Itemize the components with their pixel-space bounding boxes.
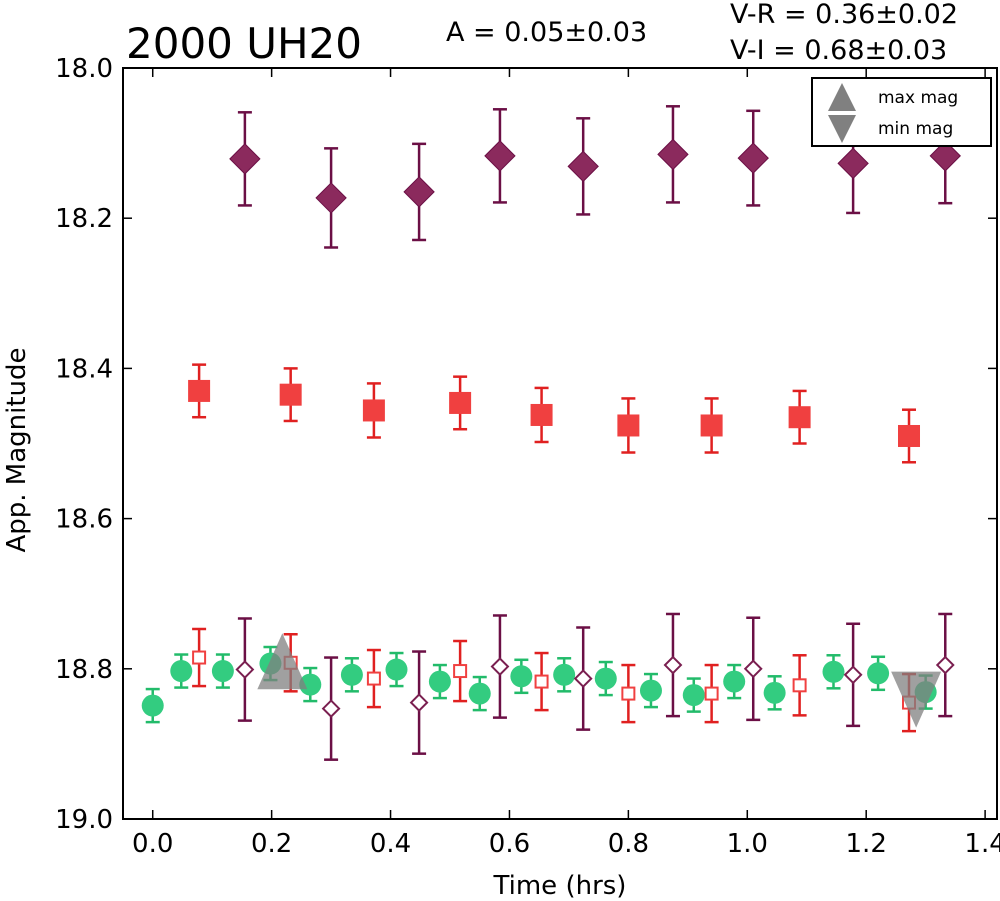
data-point: [682, 684, 705, 707]
data-point: [837, 147, 869, 180]
y-tick-label: 18.6: [55, 505, 113, 535]
data-point: [428, 670, 451, 693]
data-point: [792, 678, 807, 693]
data-point: [867, 662, 890, 685]
chart-marks: [141, 105, 961, 761]
data-point: [621, 686, 636, 701]
y-tick-label: 18.4: [55, 354, 113, 384]
x-tick-label: 1.4: [964, 829, 1000, 859]
data-point: [449, 391, 472, 414]
legend-min-mag-label: min mag: [878, 119, 953, 139]
y-tick-label: 19.0: [55, 805, 113, 835]
min-mag-marker: [891, 671, 942, 728]
legend-max-mag-label: max mag: [878, 88, 958, 108]
legend: max mag min mag: [811, 77, 992, 147]
amplitude-annotation: A = 0.05±0.03: [446, 17, 647, 48]
x-tick-label: 0.2: [251, 829, 292, 859]
data-point: [211, 660, 234, 683]
x-tick-label: 1.2: [846, 829, 887, 859]
v-i-color-annotation: V-I = 0.68±0.03: [730, 35, 947, 66]
data-point: [763, 681, 786, 704]
data-point: [453, 664, 468, 679]
data-point: [657, 138, 689, 171]
data-point: [315, 182, 347, 214]
x-tick-label: 0.6: [489, 829, 530, 859]
data-point: [700, 414, 723, 437]
data-point: [366, 671, 381, 686]
y-tick-label: 18.0: [55, 54, 113, 84]
data-point: [192, 650, 207, 665]
data-point: [573, 669, 593, 688]
x-tick-label: 1.0: [727, 829, 768, 859]
x-axis-label: Time (hrs): [493, 871, 627, 901]
data-point: [553, 663, 576, 686]
series-i-corrected: [235, 612, 955, 761]
data-point: [170, 660, 193, 683]
data-point: [235, 660, 255, 679]
data-point: [822, 660, 845, 683]
x-tick-label: 0.0: [132, 829, 173, 859]
data-point: [484, 140, 516, 172]
axis-ticks: 0.0 0.2 0.4 0.6 0.8 1.0 1.2 1.4 18.0 18.2 18.4 18.6…: [55, 54, 1000, 859]
series-v: [141, 645, 937, 724]
data-point: [510, 665, 533, 688]
legend-min-mag-marker: [828, 115, 856, 143]
data-point: [340, 663, 363, 686]
data-point: [929, 140, 961, 172]
data-point: [490, 657, 510, 676]
data-point: [530, 403, 553, 426]
x-tick-label: 0.4: [370, 829, 411, 859]
data-point: [188, 379, 211, 402]
data-point: [898, 424, 921, 447]
data-point: [743, 659, 763, 679]
data-point: [362, 399, 385, 422]
data-point: [843, 665, 863, 685]
data-point: [704, 686, 719, 701]
data-point: [141, 694, 164, 717]
data-point: [403, 176, 435, 208]
data-point: [594, 667, 617, 690]
y-tick-label: 18.2: [55, 204, 113, 234]
max-mag-marker: [257, 633, 308, 690]
data-point: [279, 383, 302, 406]
data-point: [639, 679, 662, 702]
data-point: [737, 142, 769, 174]
data-point: [468, 682, 491, 705]
data-point: [935, 655, 955, 675]
data-point: [229, 143, 261, 175]
plot-frame: [122, 67, 998, 820]
data-point: [299, 673, 322, 696]
data-point: [788, 406, 811, 429]
chart-title: 2000 UH20: [126, 19, 362, 68]
series-r: [188, 363, 921, 464]
y-tick-label: 18.8: [55, 655, 113, 685]
y-axis-label: App. Magnitude: [2, 347, 32, 552]
x-tick-label: 0.8: [608, 829, 649, 859]
data-point: [385, 658, 408, 681]
v-r-color-annotation: V-R = 0.36±0.02: [730, 0, 958, 30]
data-point: [534, 674, 549, 689]
data-point: [409, 693, 429, 713]
data-point: [567, 150, 599, 183]
legend-max-mag-marker: [828, 83, 856, 111]
data-point: [617, 414, 640, 437]
data-point: [663, 655, 683, 675]
data-point: [321, 699, 341, 719]
data-point: [723, 670, 746, 693]
